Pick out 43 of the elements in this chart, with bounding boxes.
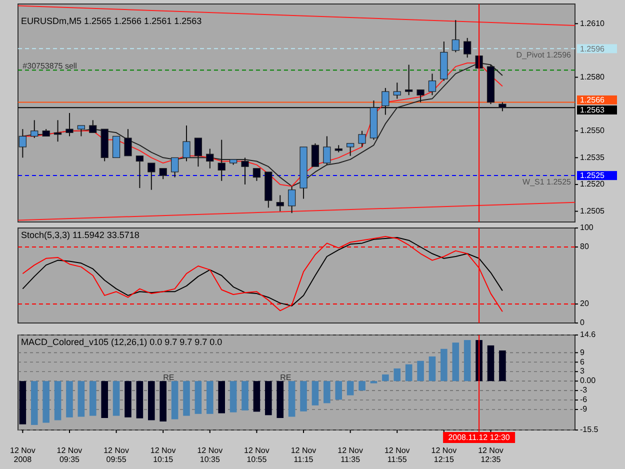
y-tick-label: -15.5 — [580, 425, 599, 434]
y-tick-label: 1.2550 — [580, 126, 606, 135]
chart-title: Stoch(5,3,3) 11.5942 33.5718 — [21, 230, 140, 240]
ref-line-label: 2008.11.12 12:30 — [448, 433, 510, 442]
y-tick-label: 1.2610 — [580, 18, 606, 28]
annotation: D_Pivot 1.2596 — [516, 50, 572, 60]
y-tick-label: 6 — [580, 357, 585, 366]
y-tick-label: 1.2580 — [580, 72, 606, 82]
y-tick-label: -3 — [580, 386, 588, 395]
y-tick-label: -6 — [580, 395, 588, 404]
x-tick-label: 12 Nov 09:55 — [104, 446, 129, 464]
ref-line-label: 1.2525 — [580, 171, 606, 180]
x-tick-label: 12 Nov 10:15 — [150, 446, 176, 464]
x-tick-label: 12 Nov 2008 — [10, 446, 36, 464]
annotation: RE — [163, 373, 174, 382]
y-tick-label: 100 — [580, 223, 594, 232]
x-tick-label: 12 Nov 11:15 — [290, 446, 316, 464]
annotation: W_S1 1.2525 — [522, 178, 572, 187]
y-tick-label: 20 — [580, 299, 590, 308]
x-tick-label: 12 Nov 11:55 — [384, 446, 410, 464]
y-tick-label: 0 — [580, 318, 585, 328]
annotation: RE — [280, 373, 292, 382]
y-tick-label: 9 — [580, 348, 585, 357]
annotation: #30753875 sell — [22, 62, 78, 71]
x-tick-label: 12 Nov 10:35 — [197, 446, 223, 464]
ref-line-label: 1.2596 — [580, 44, 606, 54]
chart-title: MACD_Colored_v105 (12,26,1) 0.0 9.7 9.7 9.7 0.0 — [21, 337, 222, 347]
y-tick-label: 3 — [580, 366, 585, 376]
ref-line-label: 1.2563 — [580, 106, 606, 115]
x-tick-label: 12 Nov 11:35 — [338, 446, 364, 464]
y-tick-label: 80 — [580, 242, 590, 252]
y-tick-label: -9 — [580, 404, 588, 414]
y-tick-label: 0.00 — [580, 376, 596, 386]
y-tick-label: 14.6 — [580, 330, 596, 340]
x-tick-label: 12 Nov 09:35 — [56, 446, 82, 464]
x-tick-label: 12 Nov 10:55 — [244, 446, 270, 464]
text: EURUSDm,M5 1.2565 1.2566 1.2561 1.2563 — [21, 16, 202, 26]
y-tick-label: 1.2505 — [580, 206, 606, 216]
y-tick-label: 1.2520 — [580, 180, 606, 189]
ref-line-label: 1.2566 — [580, 96, 606, 105]
y-tick-label: 1.2535 — [580, 152, 606, 162]
x-tick-label: 12 Nov 12:35 — [478, 446, 504, 464]
x-tick-label: 12 Nov 12:15 — [431, 446, 457, 464]
